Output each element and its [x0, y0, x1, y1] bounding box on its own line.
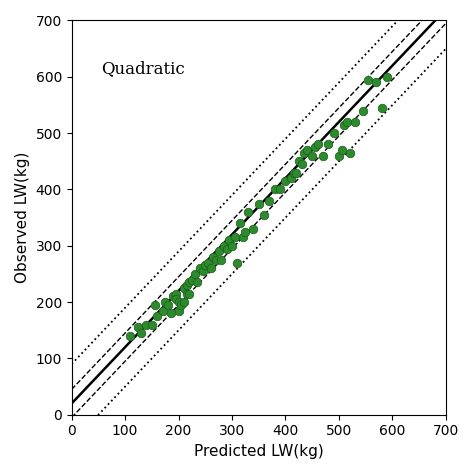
Point	[276, 186, 284, 193]
Point	[191, 270, 199, 278]
Point	[303, 146, 310, 154]
Point	[196, 264, 204, 272]
Point	[220, 242, 228, 250]
Point	[351, 118, 359, 126]
Point	[292, 169, 300, 176]
Point	[359, 107, 367, 114]
Point	[319, 152, 327, 159]
Point	[260, 211, 268, 219]
Point	[164, 301, 172, 309]
Point	[177, 301, 185, 309]
X-axis label: Predicted LW(kg): Predicted LW(kg)	[194, 444, 324, 459]
Point	[172, 290, 180, 297]
Point	[167, 310, 174, 317]
Point	[298, 160, 305, 168]
Point	[207, 264, 214, 272]
Point	[373, 79, 380, 86]
Point	[311, 144, 319, 151]
Point	[314, 141, 321, 148]
Point	[135, 324, 142, 331]
Point	[290, 169, 297, 176]
Point	[162, 298, 169, 306]
Point	[234, 259, 241, 266]
Point	[212, 256, 220, 264]
Point	[236, 219, 244, 227]
Point	[169, 292, 177, 300]
Point	[210, 253, 217, 261]
Point	[340, 121, 348, 128]
Point	[255, 200, 263, 207]
Point	[265, 197, 273, 204]
Point	[154, 312, 161, 320]
Point	[239, 234, 246, 241]
Point	[204, 259, 212, 266]
Point	[295, 157, 303, 165]
Point	[223, 245, 230, 252]
Point	[228, 242, 236, 250]
Point	[330, 129, 337, 137]
Point	[180, 284, 188, 292]
Point	[201, 262, 209, 269]
Point	[159, 307, 166, 314]
Point	[127, 332, 134, 340]
Point	[193, 279, 201, 286]
Point	[309, 152, 316, 159]
Point	[185, 279, 193, 286]
Point	[301, 149, 308, 156]
Point	[183, 290, 191, 297]
Point	[226, 237, 233, 244]
Point	[383, 73, 391, 81]
Point	[148, 321, 155, 328]
Point	[365, 76, 372, 83]
Point	[151, 301, 158, 309]
Point	[346, 149, 354, 156]
Point	[335, 152, 343, 159]
Point	[343, 118, 351, 126]
Text: Quadratic: Quadratic	[101, 60, 185, 77]
Point	[185, 290, 193, 297]
Point	[188, 276, 196, 283]
Point	[378, 104, 385, 111]
Y-axis label: Observed LW(kg): Observed LW(kg)	[15, 152, 30, 283]
Point	[231, 234, 238, 241]
Point	[215, 247, 222, 255]
Point	[282, 177, 289, 185]
Point	[183, 282, 191, 289]
Point	[218, 256, 225, 264]
Point	[172, 295, 180, 303]
Point	[325, 141, 332, 148]
Point	[180, 298, 188, 306]
Point	[199, 267, 206, 275]
Point	[137, 329, 145, 337]
Point	[242, 228, 249, 236]
Point	[338, 146, 346, 154]
Point	[175, 298, 182, 306]
Point	[244, 208, 252, 216]
Point	[287, 174, 295, 182]
Point	[175, 307, 182, 314]
Point	[250, 225, 257, 233]
Point	[143, 321, 150, 328]
Point	[271, 186, 279, 193]
